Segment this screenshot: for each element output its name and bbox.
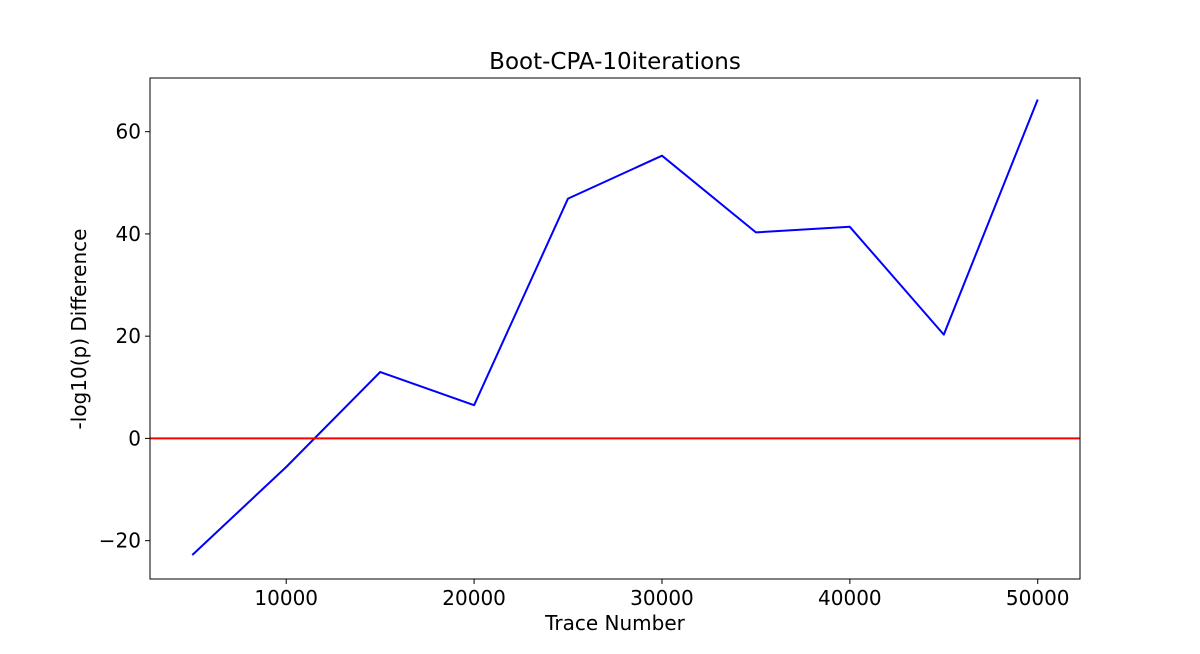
y-tick-label-3: 40 [116,222,141,246]
x-tick-label-2: 30000 [630,586,694,610]
x-tick-label-4: 50000 [1006,586,1070,610]
y-tick-label-1: 0 [128,426,141,450]
x-tick-label-1: 20000 [442,586,506,610]
y-axis-label: -log10(p) Difference [67,229,91,430]
plot-frame [149,77,1081,580]
x-tick-label-3: 40000 [818,586,882,610]
y-tick-label-2: 20 [116,324,141,348]
series-line-0 [191,99,1039,556]
x-tick-label-0: 10000 [254,586,318,610]
plot-area: 10000 20000 30000 40000 50000 −20 0 20 40 60 [99,77,1081,610]
y-tick-label-4: 60 [116,120,141,144]
chart-title: Boot-CPA-10iterations [489,49,741,75]
x-axis-label: Trace Number [544,611,686,635]
y-tick-label-0: −20 [99,529,141,553]
